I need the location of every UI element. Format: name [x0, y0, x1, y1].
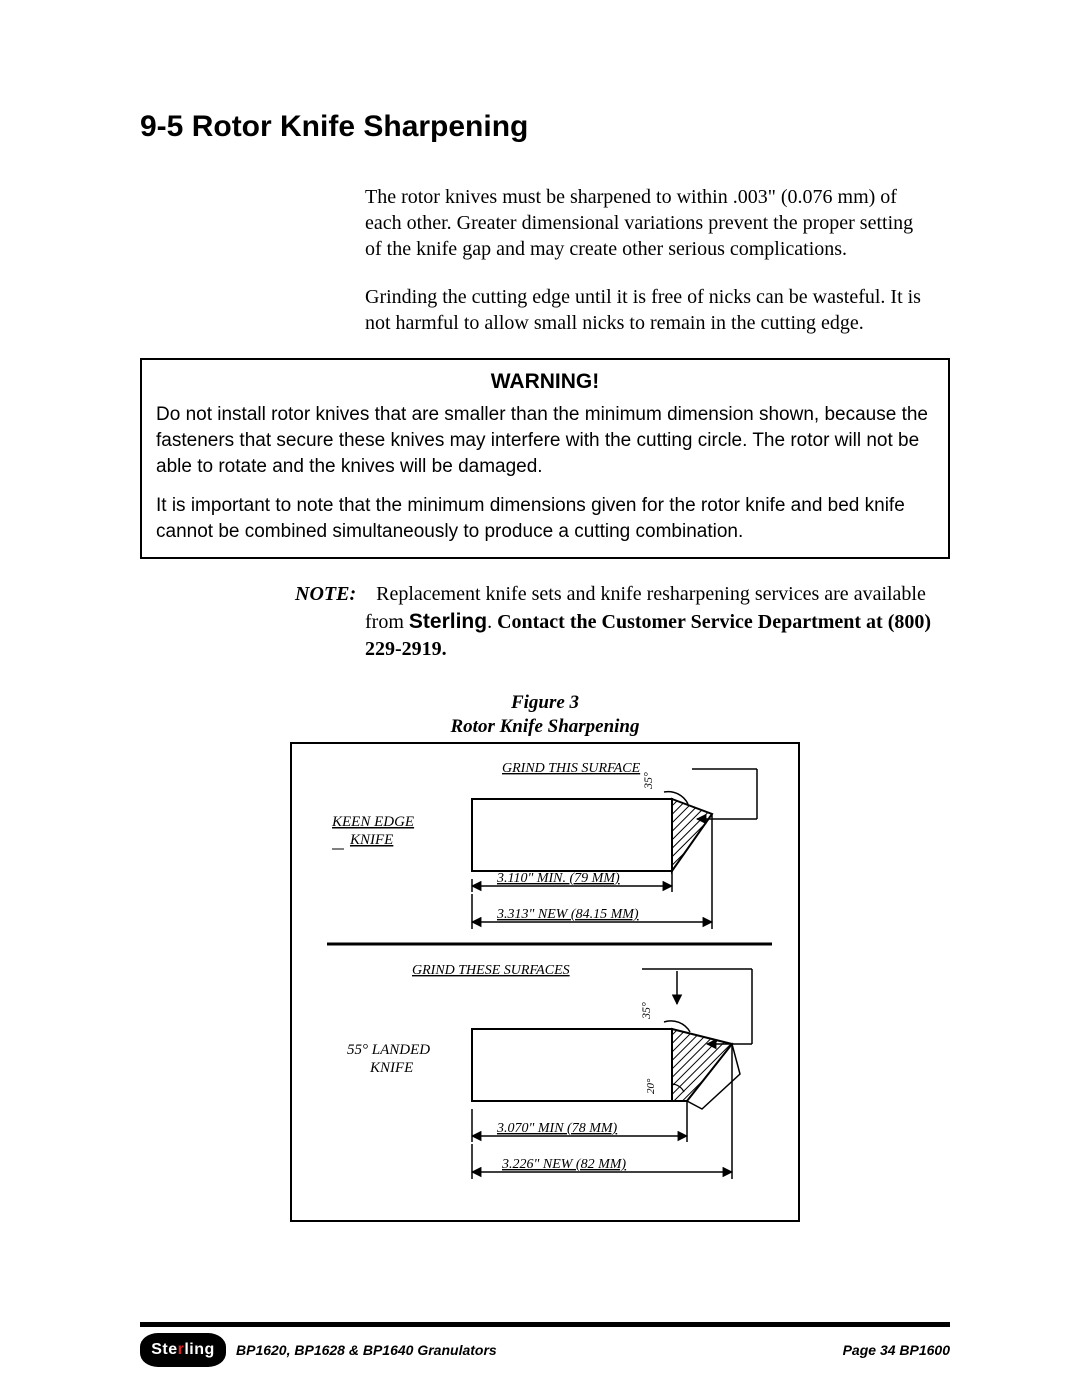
figure-bottom-dim-new: 3.226" NEW (82 MM) [501, 1157, 626, 1172]
body-paragraph-1: The rotor knives must be sharpened to wi… [365, 184, 925, 262]
figure-caption: Figure 3 Rotor Knife Sharpening [140, 691, 950, 739]
sterling-logo: Sterling [140, 1333, 226, 1367]
warning-title: WARNING! [156, 368, 934, 396]
figure-top-grind-label: GRIND THIS SURFACE [502, 761, 641, 776]
section-number: 9-5 [140, 110, 183, 143]
figure-angle-top: 35° [641, 772, 655, 790]
figure-caption-line2: Rotor Knife Sharpening [451, 716, 640, 737]
figure-angle-bottom-20: 20° [645, 1078, 657, 1094]
figure-bottom-knife-l1: 55° LANDED [347, 1042, 430, 1058]
section-heading: 9-5 Rotor Knife Sharpening [140, 110, 950, 144]
figure-top-dim-min: 3.110" MIN. (79 MM) [496, 871, 620, 886]
logo-pre: Ste [151, 1341, 177, 1359]
logo-post: ling [184, 1341, 214, 1359]
figure-top-dim-new: 3.313" NEW (84.15 MM) [496, 907, 639, 922]
figure-bottom-knife-l2: KNIFE [369, 1060, 413, 1076]
page-footer: Sterling BP1620, BP1628 & BP1640 Granula… [140, 1333, 950, 1367]
note-label: NOTE: [295, 583, 356, 605]
logo-mid: r [178, 1341, 185, 1359]
footer-left: BP1620, BP1628 & BP1640 Granulators [236, 1342, 497, 1358]
warning-paragraph-1: Do not install rotor knives that are sma… [156, 402, 934, 479]
figure-top-knife-l1: KEEN EDGE [331, 814, 414, 830]
warning-paragraph-2: It is important to note that the minimum… [156, 493, 934, 544]
figure-angle-bottom-35: 35° [639, 1002, 653, 1020]
body-paragraph-2: Grinding the cutting edge until it is fr… [365, 284, 925, 336]
figure-bottom-grind-label: GRIND THESE SURFACES [412, 963, 570, 978]
figure-svg: 35° GRIND THIS SURFACE KEEN EDGE KNIFE 3… [292, 744, 802, 1224]
figure-bottom-dim-min: 3.070" MIN (78 MM) [496, 1121, 618, 1136]
note-tail1: . [487, 611, 497, 633]
document-page: 9-5 Rotor Knife Sharpening The rotor kni… [0, 0, 1080, 1397]
figure-caption-line1: Figure 3 [511, 692, 579, 713]
note-brand: Sterling [409, 610, 487, 633]
footer-rule [140, 1322, 950, 1327]
note-block: NOTE: Replacement knife sets and knife r… [295, 581, 950, 663]
footer-right: Page 34 BP1600 [843, 1342, 950, 1358]
warning-box: WARNING! Do not install rotor knives tha… [140, 358, 950, 559]
figure-box: 35° GRIND THIS SURFACE KEEN EDGE KNIFE 3… [290, 742, 800, 1222]
figure-top-knife-l2: KNIFE [349, 832, 393, 848]
section-title-text: Rotor Knife Sharpening [192, 110, 529, 143]
